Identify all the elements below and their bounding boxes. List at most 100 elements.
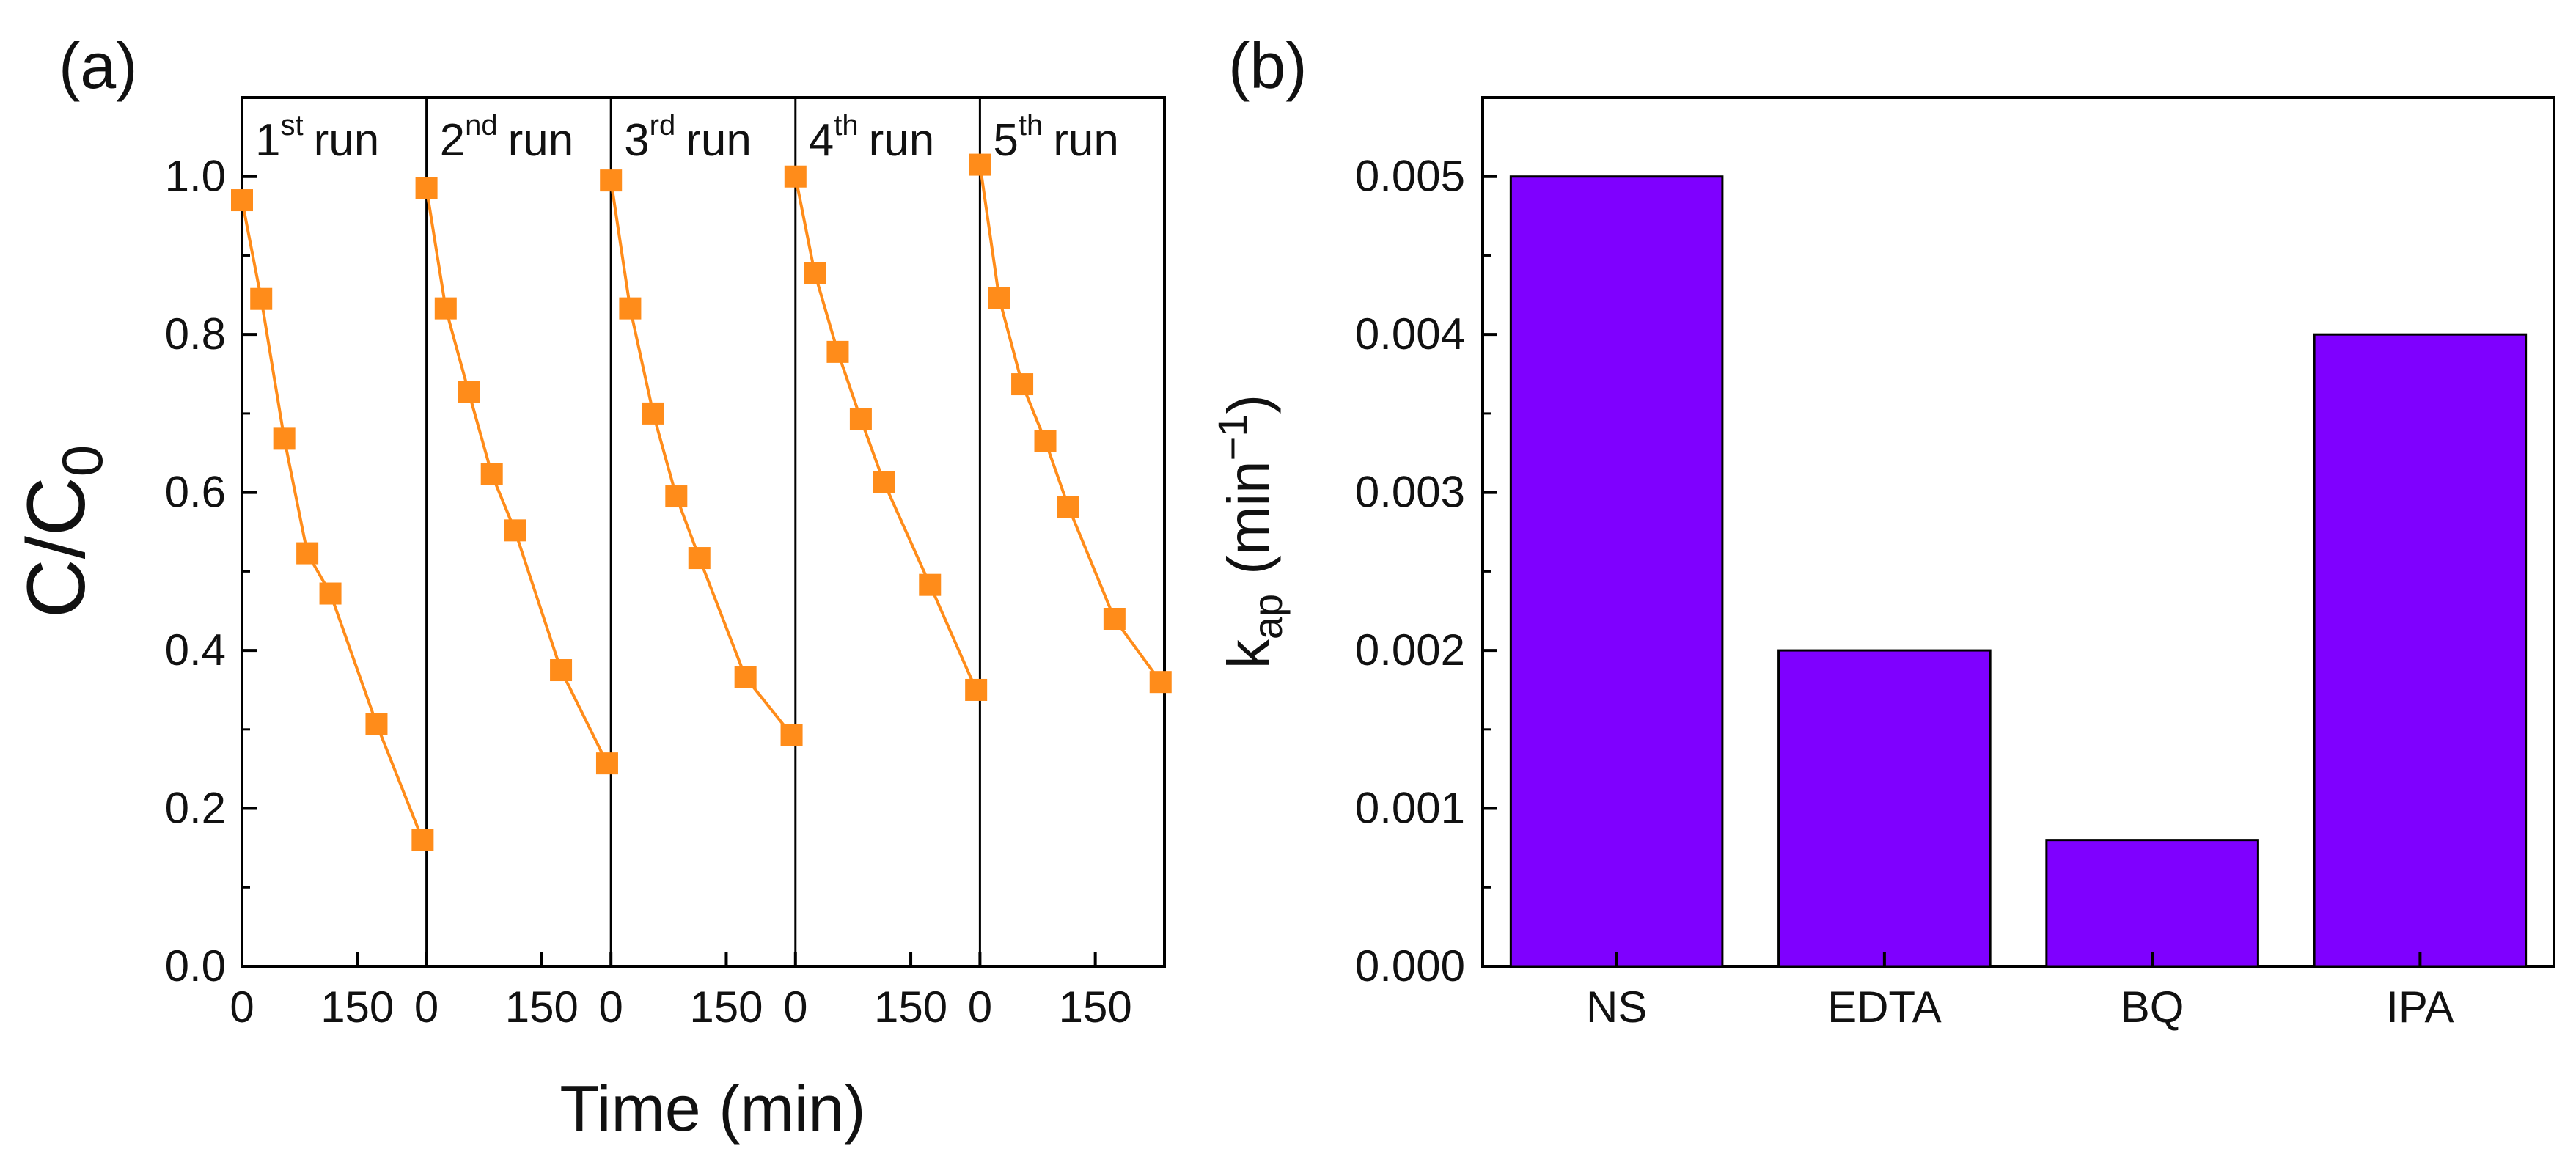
panel-a-y-axis-title-text: C/C0 (10, 445, 114, 618)
y-tick-label: 0.004 (1355, 309, 1465, 359)
data-point (600, 169, 623, 192)
data-point (434, 297, 457, 320)
data-point (273, 427, 296, 450)
y-tick-label: 0.000 (1355, 941, 1465, 991)
y-tick-label: 0.003 (1355, 468, 1465, 517)
panel-a-x-ticks: 0 150 0 150 0 150 0 150 0 150 (230, 952, 1132, 1032)
data-point (965, 678, 988, 701)
data-point (250, 287, 273, 310)
data-point (296, 542, 319, 565)
data-point (734, 666, 757, 688)
data-point (919, 573, 942, 596)
x-tick-label: 0 (783, 982, 807, 1032)
run-3-line (609, 180, 793, 736)
data-point (665, 485, 688, 508)
data-point (1057, 496, 1079, 518)
panel-b-x-labels: NS EDTA BQ IPA (1586, 952, 2454, 1032)
y-tick-label: 0.001 (1355, 784, 1465, 833)
data-point (319, 582, 342, 605)
data-point (1034, 430, 1057, 452)
x-tick-label: 0 (230, 982, 254, 1032)
run-word: run (869, 115, 935, 166)
run-5-line (978, 164, 1162, 683)
run-ordinal: 2 (440, 115, 465, 166)
y-tick-label: 0.8 (165, 309, 226, 359)
bars (1509, 175, 2528, 968)
data-point (969, 153, 991, 176)
y-axis-subscript: 0 (50, 445, 114, 477)
x-category-label: BQ (2121, 982, 2184, 1032)
run-word: run (508, 115, 574, 166)
run-2-line (425, 188, 609, 765)
data-point (988, 287, 1010, 309)
y-tick-label: 0.0 (165, 941, 226, 991)
x-category-label: IPA (2386, 982, 2454, 1032)
y-tick-label: 0.6 (165, 468, 226, 517)
data-point (784, 165, 807, 188)
bar-bq (2045, 839, 2259, 968)
data-point (873, 471, 895, 493)
run-labels: 1st run 2nd run 3rd run 4th run 5th run (255, 109, 1119, 166)
run-ordinal: 3 (624, 115, 649, 166)
x-tick-label: 0 (414, 982, 438, 1032)
unit-close: ) (1216, 394, 1281, 414)
data-point (231, 189, 253, 212)
run-dividers (425, 98, 981, 966)
x-tick-label: 150 (1059, 982, 1132, 1032)
panel-b: (b) 0.000 0.001 0.002 0.003 0.004 0.005 NS EDT… (1209, 29, 2555, 1032)
run-2-label: 2nd run (440, 109, 574, 166)
data-point (688, 547, 711, 570)
data-point (504, 519, 526, 542)
x-tick-label: 150 (689, 982, 763, 1032)
run-ordinal-suffix: st (280, 109, 303, 142)
data-point (480, 463, 503, 485)
run-5-label: 5th run (993, 109, 1118, 166)
run-ordinal-suffix: rd (650, 109, 676, 142)
data-point (411, 829, 434, 851)
data-point (550, 659, 573, 682)
k-subscript: ap (1244, 594, 1291, 639)
run-word: run (1053, 115, 1119, 166)
panel-a-label: (a) (59, 29, 138, 102)
panel-a-x-axis-title: Time (min) (559, 1072, 865, 1145)
run-ordinal: 1 (255, 115, 280, 166)
data-point (1011, 373, 1034, 396)
bar-ns (1509, 175, 1724, 968)
panel-a-frame (241, 96, 1166, 968)
data-point (1103, 608, 1126, 630)
panel-a-y-axis-title: C/C0 (10, 445, 114, 618)
bar-edta (1777, 649, 1992, 968)
data-point (1149, 671, 1172, 694)
y-tick-label: 0.2 (165, 784, 226, 833)
x-category-label: EDTA (1827, 982, 1942, 1032)
panel-a-y-ticks: 0.0 0.2 0.4 0.6 0.8 1.0 (165, 152, 257, 991)
y-tick-label: 0.005 (1355, 152, 1465, 201)
y-axis-main: C/C (10, 477, 102, 618)
panel-b-y-axis-title-text: kap (min−1) (1209, 394, 1291, 669)
y-tick-label: 0.4 (165, 625, 226, 675)
x-tick-label: 150 (505, 982, 579, 1032)
data-point (619, 297, 642, 320)
x-tick-label: 0 (968, 982, 992, 1032)
data-point (642, 402, 664, 425)
run-ordinal-suffix: nd (465, 109, 498, 142)
x-tick-label: 0 (599, 982, 623, 1032)
data-point (804, 262, 826, 284)
panel-b-label: (b) (1228, 29, 1307, 102)
x-tick-label: 150 (320, 982, 394, 1032)
run-ordinal: 5 (993, 115, 1018, 166)
run-series (231, 153, 1172, 851)
panel-b-y-axis-title: kap (min−1) (1209, 394, 1291, 669)
data-point (849, 408, 872, 430)
run-word: run (686, 115, 752, 166)
run-4-line (793, 176, 977, 691)
run-1-label: 1st run (255, 109, 379, 166)
x-category-label: NS (1586, 982, 1647, 1032)
data-point (780, 724, 803, 746)
unit-open: (min (1216, 460, 1281, 575)
data-point (415, 177, 438, 199)
data-point (826, 340, 849, 363)
data-point (458, 381, 480, 403)
k-symbol: k (1216, 639, 1281, 669)
